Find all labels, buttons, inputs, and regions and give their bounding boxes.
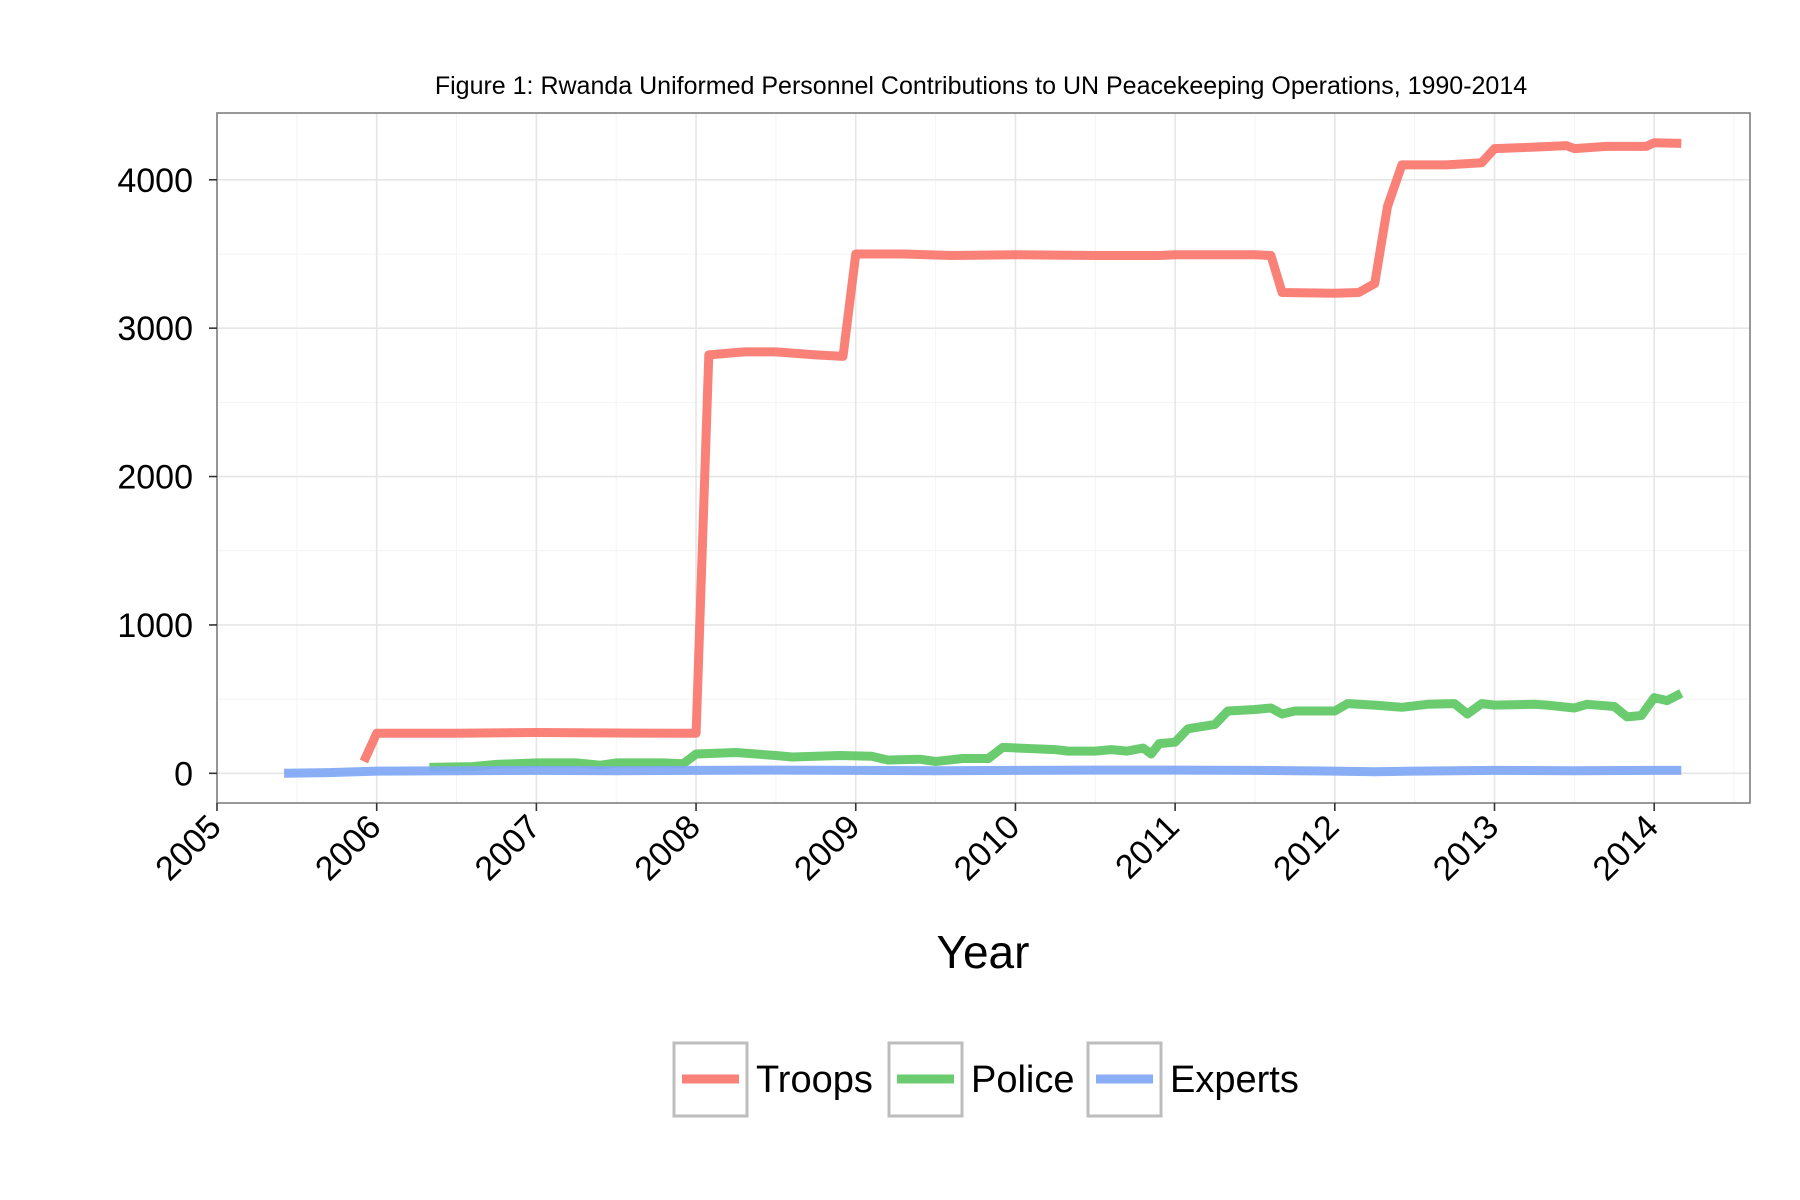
y-tick-label: 3000 [117,310,193,348]
y-tick-label: 4000 [117,162,193,200]
plot-panel [216,112,1751,804]
legend: Troops Police Experts [672,1041,1299,1118]
y-axis: 0 1000 2000 3000 4000 [117,162,217,793]
y-tick-label: 2000 [117,459,193,497]
panel-border [216,112,1751,804]
chart-title: Figure 1: Rwanda Uniformed Personnel Con… [435,72,1527,100]
series-line-experts [284,765,1682,778]
series-line-troops [359,138,1682,764]
series-line-police [429,689,1684,772]
y-tick-label: 0 [174,755,193,793]
y-tick-label: 1000 [117,607,193,645]
legend-label-troops: Troops [756,1059,873,1101]
legend-label-police: Police [971,1059,1075,1101]
legend-label-experts: Experts [1170,1059,1299,1101]
series-layer [284,138,1684,778]
x-axis-title: Year [937,926,1030,978]
